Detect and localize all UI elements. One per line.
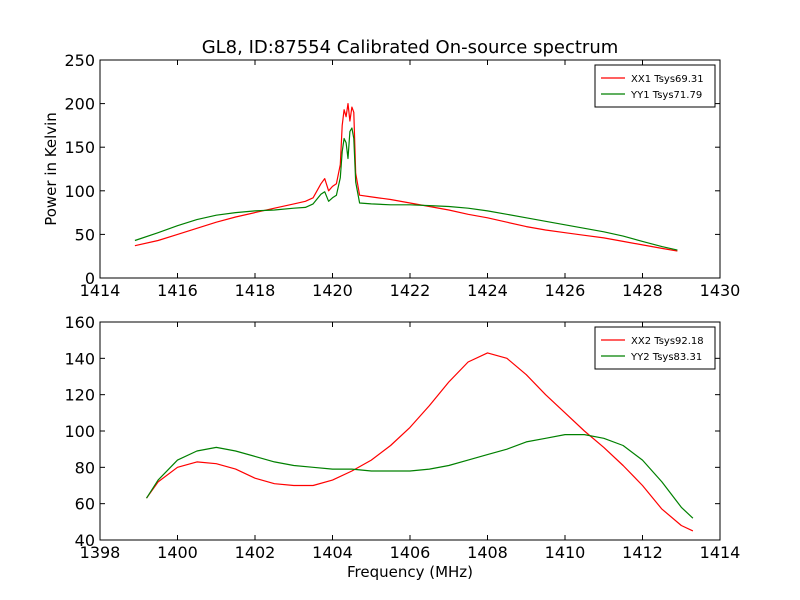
y-tick-label: 60 <box>75 495 95 514</box>
legend-label: YY1 Tsys71.79 <box>630 90 702 101</box>
legend-label: YY2 Tsys83.31 <box>630 352 702 363</box>
y-axis-label: Power in Kelvin <box>42 112 60 226</box>
series-line-xx1 <box>134 103 678 252</box>
y-tick-label: 160 <box>64 313 95 332</box>
series-line-xx2 <box>146 352 694 532</box>
y-tick-label: 100 <box>64 422 95 441</box>
bottom-plot: 1398 1400 1402 1404 1406 1408 1410 1412 1414 40 60… <box>64 313 740 562</box>
x-tick-label: 1430 <box>700 281 741 300</box>
top-plot: 1414 1416 1418 1420 1422 1424 1426 1428 1430 0 50 1… <box>64 51 740 300</box>
y-tick-label: 120 <box>64 386 95 405</box>
legend-box <box>594 326 716 370</box>
x-tick-label: 1428 <box>622 281 663 300</box>
x-tick-label: 1416 <box>157 281 198 300</box>
y-tick-label: 250 <box>64 51 95 70</box>
legend: XX1 Tsys69.31 YY1 Tsys71.79 <box>594 64 716 108</box>
y-tick-label: 140 <box>64 349 95 368</box>
x-tick-label: 1422 <box>390 281 431 300</box>
legend: XX2 Tsys92.18 YY2 Tsys83.31 <box>594 326 716 370</box>
x-tick-label: 1404 <box>312 543 353 562</box>
x-tick-label: 1406 <box>390 543 431 562</box>
x-tick-label: 1414 <box>80 281 121 300</box>
x-tick-label: 1402 <box>235 543 276 562</box>
x-tick-label: 1426 <box>545 281 586 300</box>
x-tick-label: 1398 <box>80 543 121 562</box>
x-tick-label: 1400 <box>157 543 198 562</box>
y-tick-label: 50 <box>75 225 95 244</box>
x-tick-label: 1412 <box>622 543 663 562</box>
y-tick-label: 200 <box>64 95 95 114</box>
y-tick-label: 0 <box>85 269 95 288</box>
x-tick-label: 1410 <box>545 543 586 562</box>
y-tick-label: 80 <box>75 458 95 477</box>
chart-title: GL8, ID:87554 Calibrated On-source spect… <box>202 37 619 58</box>
y-tick-label: 100 <box>64 182 95 201</box>
x-tick-label: 1418 <box>235 281 276 300</box>
series-line-yy2 <box>145 434 694 519</box>
legend-box <box>594 64 716 108</box>
legend-label: XX2 Tsys92.18 <box>631 336 704 347</box>
legend-label: XX1 Tsys69.31 <box>631 74 704 85</box>
x-tick-label: 1408 <box>467 543 508 562</box>
series-line-yy1 <box>134 127 678 251</box>
x-tick-label: 1420 <box>312 281 353 300</box>
y-tick-label: 40 <box>75 531 95 550</box>
x-axis-label: Frequency (MHz) <box>347 563 473 581</box>
y-tick-label: 150 <box>64 138 95 157</box>
x-tick-label: 1424 <box>467 281 508 300</box>
x-tick-label: 1414 <box>700 543 741 562</box>
